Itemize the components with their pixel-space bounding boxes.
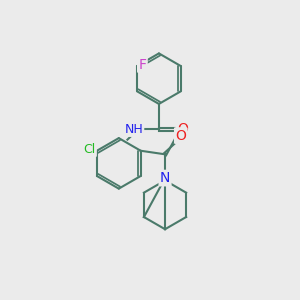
- Text: O: O: [176, 129, 186, 142]
- Text: F: F: [138, 58, 146, 71]
- Text: NH: NH: [124, 123, 143, 136]
- Text: Cl: Cl: [83, 143, 96, 156]
- Text: N: N: [160, 171, 170, 185]
- Text: O: O: [177, 122, 188, 136]
